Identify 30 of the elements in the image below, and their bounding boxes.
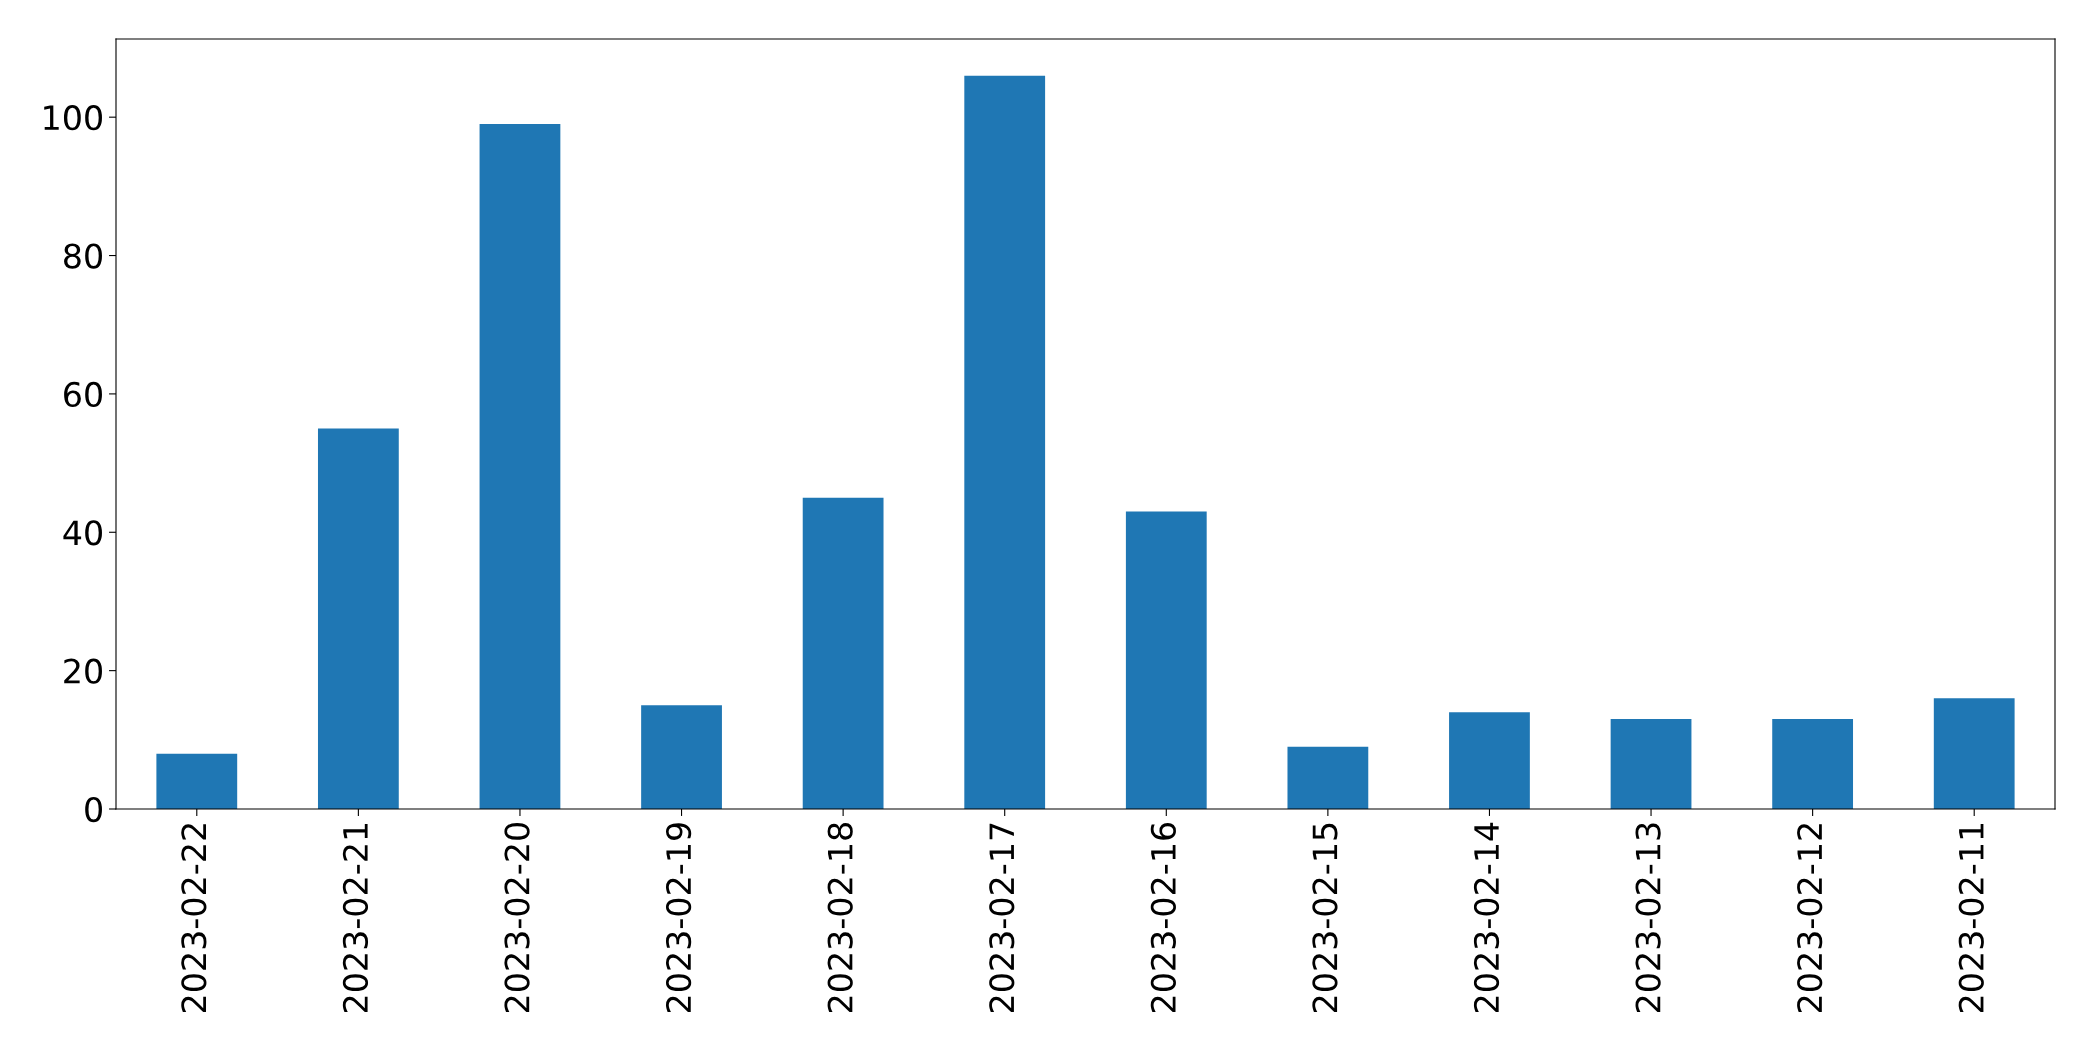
x-tick-label: 2023-02-12 bbox=[1797, 824, 1823, 1013]
x-tick-label: 2023-02-18 bbox=[827, 823, 853, 1013]
x-tick-label: 2023-02-13 bbox=[1635, 823, 1661, 1013]
bar bbox=[1449, 712, 1530, 809]
y-tick-label: 100 bbox=[44, 105, 102, 131]
bar bbox=[1610, 719, 1692, 809]
bar bbox=[1772, 719, 1854, 809]
x-tick-label: 2023-02-19 bbox=[666, 823, 692, 1013]
x-tick-label: 2023-02-11 bbox=[1958, 823, 1984, 1013]
bar bbox=[156, 753, 238, 809]
bar bbox=[802, 497, 884, 809]
x-tick-label: 2023-02-20 bbox=[504, 823, 530, 1013]
x-tick-label: 2023-02-17 bbox=[989, 823, 1015, 1013]
bar bbox=[964, 75, 1046, 809]
bar bbox=[1125, 511, 1207, 809]
y-tick-label: 0 bbox=[85, 796, 102, 823]
x-tick-label: 2023-02-14 bbox=[1473, 822, 1500, 1013]
x-tick-label: 2023-02-21 bbox=[342, 823, 369, 1013]
y-tick-label: 40 bbox=[63, 520, 102, 546]
bar bbox=[479, 124, 561, 809]
y-tick-label: 80 bbox=[64, 243, 102, 269]
bar bbox=[1287, 746, 1369, 809]
x-tick-label: 2023-02-16 bbox=[1150, 822, 1176, 1013]
y-tick-label: 60 bbox=[64, 381, 102, 408]
x-tick-label: 2023-02-15 bbox=[1312, 823, 1338, 1013]
x-tick-label: 2023-02-22 bbox=[181, 824, 207, 1013]
bar bbox=[641, 705, 722, 809]
bar bbox=[317, 428, 399, 809]
y-tick-label: 20 bbox=[64, 658, 102, 684]
bar bbox=[1933, 698, 2015, 809]
